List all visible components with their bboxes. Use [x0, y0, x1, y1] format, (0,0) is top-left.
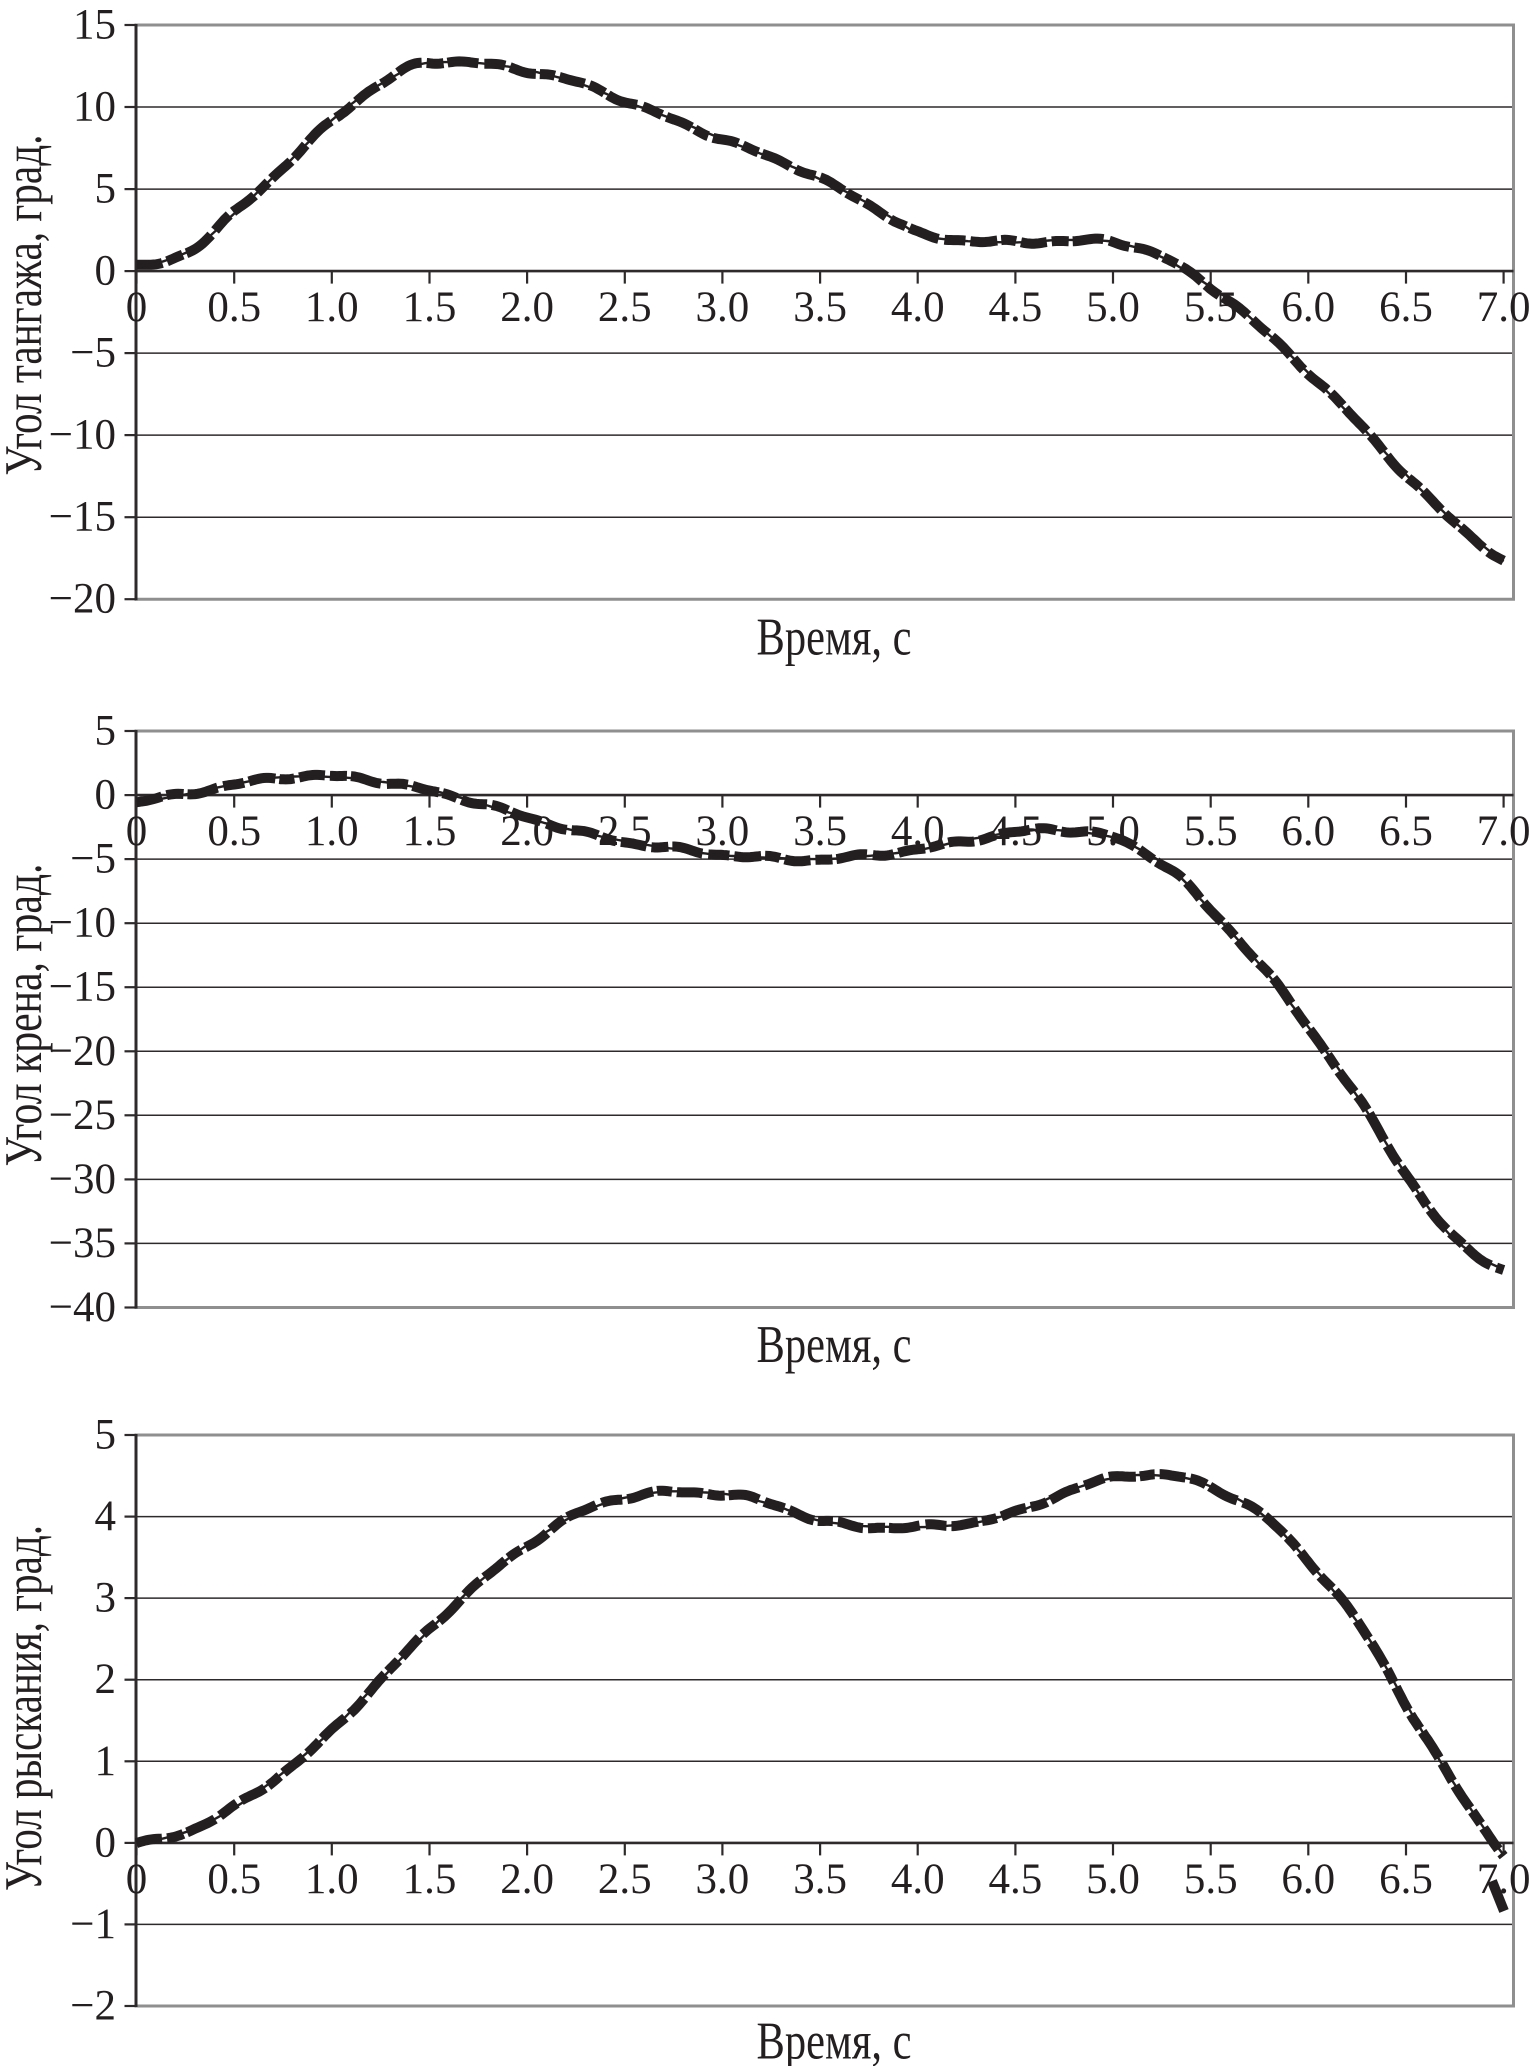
svg-text:Время, с: Время, с: [757, 1316, 912, 1374]
svg-text:−15: −15: [49, 964, 116, 1011]
svg-text:3.5: 3.5: [793, 284, 847, 331]
svg-text:−5: −5: [70, 836, 116, 883]
svg-text:1.5: 1.5: [403, 1856, 457, 1903]
svg-text:15: 15: [73, 2, 116, 49]
svg-text:−2: −2: [70, 1983, 116, 2030]
svg-text:5.5: 5.5: [1184, 1856, 1238, 1903]
svg-text:0: 0: [95, 248, 117, 295]
svg-text:2.5: 2.5: [598, 284, 652, 331]
svg-text:6.5: 6.5: [1379, 808, 1433, 855]
svg-text:−10: −10: [49, 900, 116, 947]
svg-text:0.5: 0.5: [207, 1856, 261, 1903]
svg-text:−40: −40: [49, 1284, 116, 1331]
svg-text:2.5: 2.5: [598, 1856, 652, 1903]
svg-text:7.0: 7.0: [1477, 284, 1529, 331]
svg-text:Угол тангажа, град.: Угол тангажа, град.: [0, 135, 53, 476]
svg-text:0: 0: [126, 808, 148, 855]
svg-text:Время, с: Время, с: [757, 609, 912, 667]
svg-text:−10: −10: [49, 412, 116, 459]
svg-text:−20: −20: [49, 1028, 116, 1075]
svg-text:4: 4: [95, 1493, 117, 1540]
svg-text:6.0: 6.0: [1281, 1856, 1335, 1903]
svg-text:0: 0: [126, 1856, 148, 1903]
svg-text:−35: −35: [49, 1220, 116, 1267]
svg-text:3.5: 3.5: [793, 808, 847, 855]
svg-text:1.5: 1.5: [403, 808, 457, 855]
svg-text:2: 2: [95, 1656, 117, 1703]
svg-text:4.5: 4.5: [989, 1856, 1043, 1903]
svg-text:5.0: 5.0: [1086, 1856, 1140, 1903]
svg-text:2.0: 2.0: [500, 284, 554, 331]
svg-text:−25: −25: [49, 1092, 116, 1139]
svg-text:0: 0: [126, 284, 148, 331]
svg-text:6.0: 6.0: [1281, 284, 1335, 331]
svg-text:1.5: 1.5: [403, 284, 457, 331]
svg-text:5.0: 5.0: [1086, 284, 1140, 331]
svg-text:−30: −30: [49, 1156, 116, 1203]
svg-text:1.0: 1.0: [305, 1856, 359, 1903]
svg-text:10: 10: [73, 84, 116, 131]
svg-text:5: 5: [95, 708, 117, 755]
svg-text:5: 5: [95, 166, 117, 213]
svg-text:0.5: 0.5: [207, 808, 261, 855]
svg-text:2.0: 2.0: [500, 1856, 554, 1903]
svg-text:−1: −1: [70, 1901, 116, 1948]
svg-text:3.0: 3.0: [696, 284, 750, 331]
svg-text:4.5: 4.5: [989, 284, 1043, 331]
svg-text:4.0: 4.0: [891, 1856, 945, 1903]
svg-text:Угол крена, град.: Угол крена, град.: [0, 864, 53, 1167]
svg-text:−20: −20: [49, 576, 116, 623]
svg-text:7.0: 7.0: [1477, 808, 1529, 855]
svg-text:6.5: 6.5: [1379, 1856, 1433, 1903]
svg-text:1.0: 1.0: [305, 284, 359, 331]
svg-text:Время, с: Время, с: [757, 2012, 912, 2066]
svg-text:0: 0: [95, 1819, 117, 1866]
svg-text:3.5: 3.5: [793, 1856, 847, 1903]
svg-text:Угол рыскания, град.: Угол рыскания, град.: [0, 1525, 53, 1891]
svg-text:3: 3: [95, 1575, 117, 1622]
svg-text:0.5: 0.5: [207, 284, 261, 331]
svg-text:3.0: 3.0: [696, 808, 750, 855]
svg-text:0: 0: [95, 772, 117, 819]
svg-text:1: 1: [95, 1738, 117, 1785]
svg-text:−5: −5: [70, 330, 116, 377]
svg-text:1.0: 1.0: [305, 808, 359, 855]
svg-text:−15: −15: [49, 494, 116, 541]
svg-text:6.5: 6.5: [1379, 284, 1433, 331]
svg-text:5: 5: [95, 1412, 117, 1459]
svg-text:5.5: 5.5: [1184, 808, 1238, 855]
svg-text:6.0: 6.0: [1281, 808, 1335, 855]
svg-text:3.0: 3.0: [696, 1856, 750, 1903]
svg-text:4.0: 4.0: [891, 284, 945, 331]
